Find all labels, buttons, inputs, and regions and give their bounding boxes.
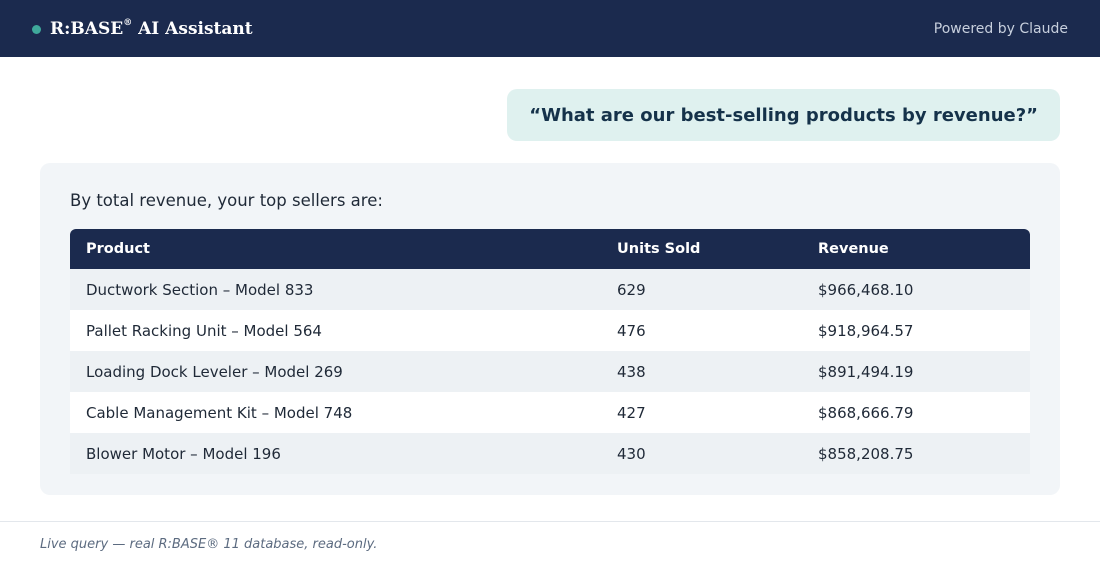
column-header-product: Product [70, 229, 601, 269]
cell-product: Blower Motor – Model 196 [70, 433, 601, 474]
cell-product: Ductwork Section – Model 833 [70, 269, 601, 310]
cell-units-sold: 438 [601, 351, 802, 392]
table-row: Ductwork Section – Model 833 629 $966,46… [70, 269, 1030, 310]
footer-divider [0, 521, 1100, 522]
cell-units-sold: 427 [601, 392, 802, 433]
app-header: R:BASE® AI Assistant Powered by Claude [0, 0, 1100, 57]
answer-intro-text: By total revenue, your top sellers are: [70, 191, 383, 210]
assistant-answer-card: By total revenue, your top sellers are: … [40, 163, 1060, 495]
cell-revenue: $918,964.57 [802, 310, 1030, 351]
app-title: R:BASE® AI Assistant [50, 17, 253, 39]
cell-revenue: $891,494.19 [802, 351, 1030, 392]
table-row: Loading Dock Leveler – Model 269 438 $89… [70, 351, 1030, 392]
powered-by-label: Powered by Claude [933, 20, 1068, 37]
table-header-row: Product Units Sold Revenue [70, 229, 1030, 269]
column-header-revenue: Revenue [802, 229, 1030, 269]
column-header-units-sold: Units Sold [601, 229, 802, 269]
cell-units-sold: 476 [601, 310, 802, 351]
results-table: Product Units Sold Revenue Ductwork Sect… [70, 229, 1030, 474]
status-dot-icon [32, 25, 41, 34]
brand: R:BASE® AI Assistant [32, 17, 253, 39]
cell-product: Loading Dock Leveler – Model 269 [70, 351, 601, 392]
cell-revenue: $858,208.75 [802, 433, 1030, 474]
user-question-bubble: “What are our best-selling products by r… [507, 89, 1060, 141]
cell-units-sold: 629 [601, 269, 802, 310]
footer-note: Live query — real R:BASE® 11 database, r… [40, 537, 378, 552]
cell-units-sold: 430 [601, 433, 802, 474]
cell-product: Cable Management Kit – Model 748 [70, 392, 601, 433]
table-row: Cable Management Kit – Model 748 427 $86… [70, 392, 1030, 433]
table-row: Pallet Racking Unit – Model 564 476 $918… [70, 310, 1030, 351]
cell-revenue: $966,468.10 [802, 269, 1030, 310]
cell-product: Pallet Racking Unit – Model 564 [70, 310, 601, 351]
cell-revenue: $868,666.79 [802, 392, 1030, 433]
table-row: Blower Motor – Model 196 430 $858,208.75 [70, 433, 1030, 474]
